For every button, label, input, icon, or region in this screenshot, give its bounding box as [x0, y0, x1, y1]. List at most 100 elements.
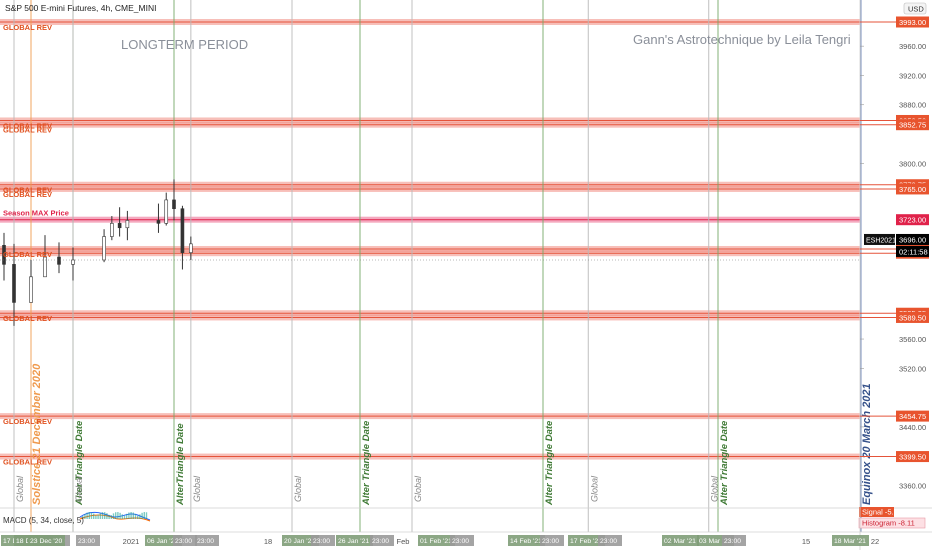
date-badge-label: 23:00 [175, 538, 192, 545]
level-label: GLOBAL REV [3, 23, 52, 32]
date-badge-label: 23:00 [542, 538, 559, 545]
macd-histogram-bar [145, 512, 148, 519]
level-label: GLOBAL REV [3, 126, 52, 135]
candle-body [156, 220, 161, 224]
date-badge-box [195, 535, 219, 546]
level-price-tag: 3765.00 [899, 185, 926, 194]
macd-histogram-bar [137, 515, 139, 519]
macd-histogram-value: Histogram -8.11 [862, 519, 915, 528]
macd-histogram-bar [143, 512, 145, 519]
level-price-tag-box [896, 16, 929, 28]
date-badge-box [722, 535, 746, 546]
vertical-date-label: Global [589, 475, 599, 502]
date-badge-label: 03 Mar '21 [699, 538, 731, 545]
date-badge-label: 18 Mar '21 [834, 538, 866, 545]
macd-histogram-bar [95, 515, 97, 519]
candle-body [43, 256, 47, 278]
date-badge-box [418, 535, 455, 546]
vertical-date-label: Alter Triangle Date [361, 420, 372, 506]
date-badge-label: 14 Feb '21 [510, 538, 542, 545]
candle-body [172, 199, 176, 210]
date-badge-box [282, 535, 319, 546]
watermark-left: LONGTERM PERIOD [121, 37, 249, 52]
macd-histogram-bar [128, 512, 130, 519]
price-tick-label: 3520.00 [899, 364, 926, 373]
price-tick-label: 3920.00 [899, 71, 926, 80]
level-label: GLOBAL REV [3, 458, 52, 467]
date-badge-box [697, 535, 734, 546]
date-badge-label: 23 Dec '20 [30, 538, 63, 545]
watermark-right: Gann's Astrotechnique by Leila Tengri [633, 32, 851, 47]
date-badge-label: 23:00 [197, 538, 214, 545]
macd-histogram-bar [141, 512, 143, 519]
date-badge-box [568, 535, 605, 546]
level-price-tag-box [896, 311, 929, 323]
price-tick-label: 3800.00 [899, 159, 926, 168]
macd-histogram-bar [108, 514, 110, 519]
date-badge-label: 23:00 [372, 538, 389, 545]
macd-histogram-bar [130, 512, 132, 519]
level-price-tag: 3852.75 [899, 121, 926, 130]
macd-histogram-bar [88, 512, 90, 519]
macd-histogram-bar [121, 514, 123, 519]
date-badge-box [450, 535, 474, 546]
date-badge-box [508, 535, 545, 546]
candle-body [164, 199, 169, 224]
vertical-date-label: Global [710, 475, 720, 502]
date-badge-box [598, 535, 622, 546]
level-price-tag-box [896, 183, 929, 195]
date-badge-label: 17 Feb '21 [570, 538, 602, 545]
date-badge-label: 23:00 [313, 538, 330, 545]
vertical-date-label: Alter Triangle Date [74, 420, 85, 506]
macd-label: MACD (5, 34, close, 5) [3, 516, 84, 525]
currency-button[interactable] [903, 2, 927, 15]
level-label: GLOBAL REV [3, 190, 52, 199]
time-tick-label: Feb [397, 537, 410, 546]
macd-histogram-bar [84, 514, 86, 519]
macd-histogram-bar [90, 512, 93, 519]
date-badge-box [370, 535, 394, 546]
date-badge-label: 23:00 [452, 538, 469, 545]
macd-histogram-bar [99, 512, 101, 519]
chart-title: S&P 500 E-mini Futures, 4h, CME_MINI [5, 3, 156, 13]
macd-histogram-bar [101, 512, 104, 519]
macd-signal-badge [859, 507, 894, 517]
level-price-tag-box [896, 451, 929, 463]
macd-histogram-bar [82, 516, 84, 519]
macd-histogram-bar [126, 513, 128, 519]
macd-signal-value: Signal -5.99 [862, 508, 902, 517]
macd-histogram-bar [86, 512, 88, 519]
candle-body [57, 256, 61, 265]
date-badge-box [173, 535, 197, 546]
vertical-date-label: Global [413, 475, 423, 502]
season-max-price-tag: 3723.00 [899, 216, 926, 225]
macd-histogram-bar [93, 513, 95, 519]
time-tick-label: 18 [264, 537, 272, 546]
candle-body [102, 236, 106, 261]
date-badge-box [540, 535, 564, 546]
macd-histogram-bar [139, 514, 141, 519]
level-price-tag-box [896, 119, 929, 131]
level-label: GLOBAL REV [3, 417, 52, 426]
time-tick-label: 15 [802, 537, 810, 546]
date-badge-label: 20 Jan '21 [284, 538, 315, 545]
level-bands [0, 19, 860, 460]
macd-histogram-bar [132, 512, 134, 519]
macd-histogram-bar [110, 515, 112, 519]
candle-body [2, 245, 6, 265]
macd-histogram-bar [112, 513, 115, 519]
macd-histogram-badge [858, 517, 926, 529]
price-tick-label: 3360.00 [899, 481, 926, 490]
price-tick-label: 3440.00 [899, 423, 926, 432]
date-badge-box [28, 535, 65, 546]
vertical-date-label: Equinox 20 March 2021 [861, 383, 873, 505]
currency-label: USD [908, 5, 924, 14]
date-badge-box [662, 535, 699, 546]
level-price-tag: 3399.50 [899, 453, 926, 462]
date-badge-box [311, 535, 335, 546]
macd-histogram [82, 512, 148, 519]
